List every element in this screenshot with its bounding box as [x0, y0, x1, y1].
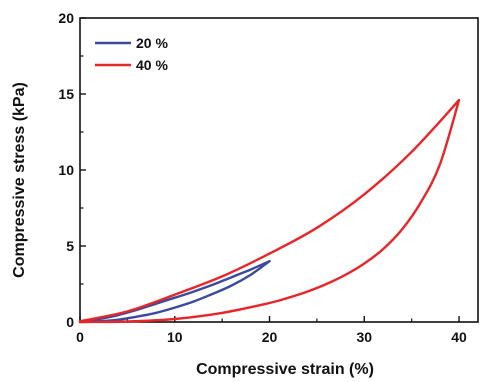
y-tick-label: 20 — [58, 10, 74, 26]
x-tick-label: 0 — [76, 329, 84, 345]
series-1-loading-curve — [78, 98, 461, 323]
series-0-loading-curve — [78, 260, 271, 323]
axes: 0 10 20 30 40 0 5 10 15 20 — [58, 10, 479, 345]
x-tick-label: 20 — [262, 329, 278, 345]
y-tick-label: 5 — [66, 238, 74, 254]
y-tick-label: 0 — [66, 314, 74, 330]
legend-label-1: 40 % — [136, 57, 168, 73]
y-tick-label: 10 — [58, 162, 74, 178]
series-1-unloading-curve — [78, 98, 461, 324]
series-layer — [78, 98, 461, 324]
series-0-unloading-curve — [78, 260, 271, 324]
x-tick-label: 10 — [167, 329, 183, 345]
y-tick-label: 15 — [58, 86, 74, 102]
series-1 — [78, 98, 461, 324]
legend-label-0: 20 % — [136, 35, 168, 51]
x-tick-label: 30 — [356, 329, 372, 345]
y-axis-title: Compressive stress (kPa) — [11, 82, 28, 278]
series-0 — [78, 260, 271, 324]
x-axis-title: Compressive strain (%) — [196, 361, 374, 378]
legend: 20 % 40 % — [95, 35, 168, 73]
x-tick-label: 40 — [451, 329, 467, 345]
